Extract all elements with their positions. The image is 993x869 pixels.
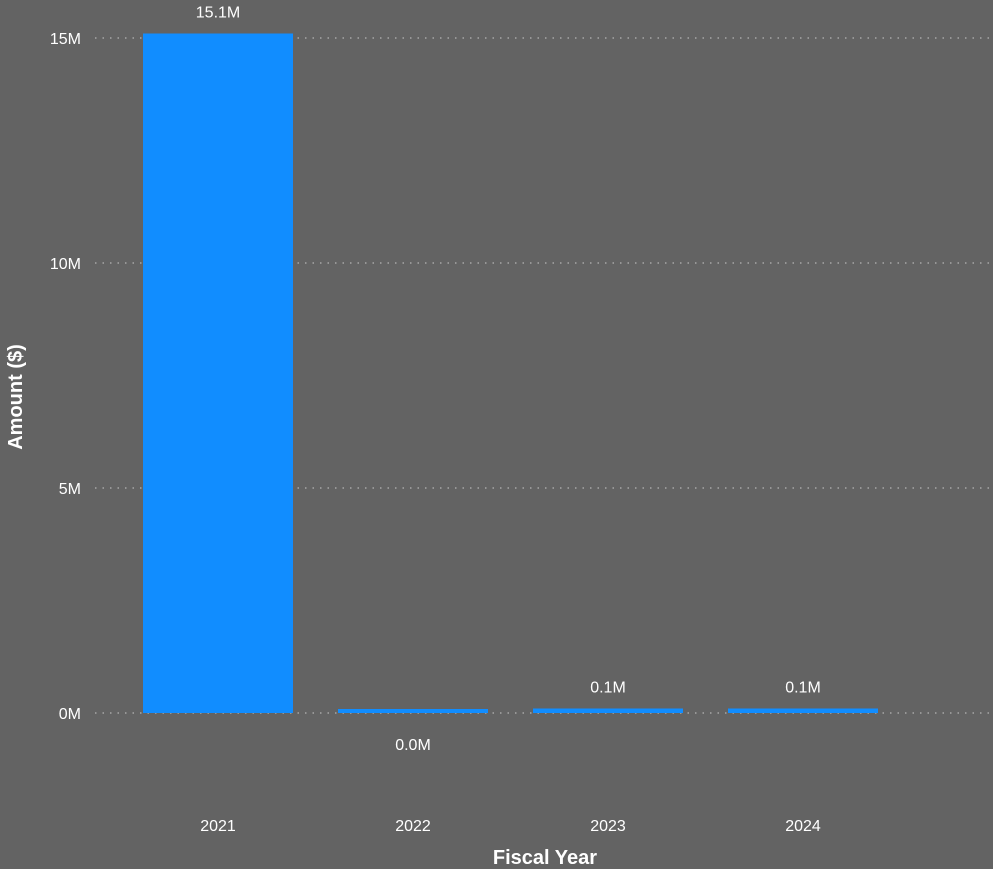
data-label: 0.1M	[785, 680, 821, 697]
y-tick-label: 5M	[59, 481, 81, 498]
x-tick-label: 2021	[200, 818, 236, 835]
y-tick-label: 0M	[59, 706, 81, 723]
x-axis-ticks: 2021 2022 2023 2024	[200, 818, 821, 835]
y-axis-title: Amount ($)	[5, 344, 27, 450]
data-label: 0.0M	[395, 737, 431, 754]
bar	[143, 33, 293, 713]
data-label: 15.1M	[196, 5, 240, 22]
data-labels: 15.1M 0.0M 0.1M 0.1M	[196, 5, 821, 755]
bar	[533, 708, 683, 713]
y-axis-ticks: 0M 5M 10M 15M	[50, 31, 81, 723]
x-tick-label: 2022	[395, 818, 431, 835]
x-tick-label: 2024	[785, 818, 821, 835]
bar	[728, 708, 878, 713]
x-tick-label: 2023	[590, 818, 626, 835]
bar	[338, 709, 488, 713]
bars	[143, 33, 878, 713]
y-tick-label: 15M	[50, 31, 81, 48]
y-tick-label: 10M	[50, 256, 81, 273]
data-label: 0.1M	[590, 680, 626, 697]
x-axis-title: Fiscal Year	[493, 847, 597, 869]
